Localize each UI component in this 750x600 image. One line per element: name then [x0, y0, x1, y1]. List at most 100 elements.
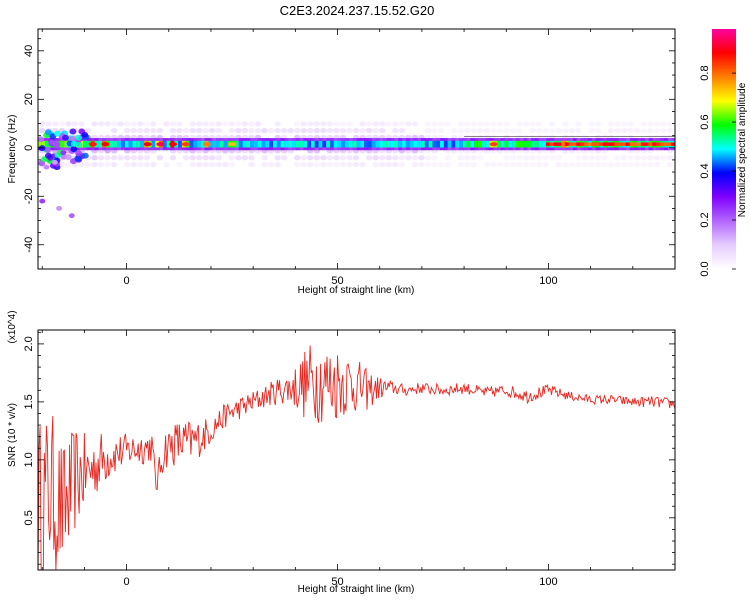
- spectrogram-halo-cell: [529, 121, 536, 127]
- x-tick-label: 100: [539, 275, 557, 287]
- spectrogram-halo-cell: [261, 161, 268, 168]
- spectrogram-halo-cell: [333, 127, 340, 134]
- spectrogram-halo-cell: [359, 161, 366, 168]
- spectrogram-halo-cell: [130, 155, 137, 161]
- spectrogram-halo-cell: [195, 121, 203, 127]
- spectrogram-halo-cell: [333, 155, 340, 161]
- spectrogram-halo-cell: [653, 121, 661, 127]
- spectrogram-halo-cell: [352, 127, 360, 134]
- spectrogram-halo-cell: [607, 161, 615, 168]
- spectrogram-halo-cell: [176, 161, 183, 168]
- spectrogram-halo-cell: [575, 155, 582, 161]
- spectrogram-band-inner: [352, 140, 358, 148]
- spectrogram-halo-cell: [372, 127, 379, 134]
- spectrogram-halo-cell: [241, 155, 249, 161]
- y-tick-label: 0: [23, 145, 35, 151]
- spectrogram-halo-cell: [457, 127, 464, 134]
- spectrogram-band-inner: [386, 140, 392, 148]
- spectrogram-halo-cell: [228, 161, 236, 168]
- spectrogram-band-inner: [417, 140, 423, 148]
- spectrogram-halo-cell: [372, 121, 379, 127]
- spectrogram-halo-cell: [97, 155, 105, 161]
- spectrogram-band-inner: [83, 140, 89, 148]
- spectrogram-band-inner: [394, 140, 400, 148]
- spectrogram-band-inner: [341, 140, 347, 148]
- spectrogram-band-inner: [364, 140, 370, 148]
- spectrogram-band-inner: [284, 140, 290, 148]
- spectrogram-band-core: [553, 142, 559, 146]
- spectrogram-halo-cell: [503, 127, 510, 134]
- spectrogram-halo-cell: [444, 121, 451, 127]
- spectrogram-band-inner: [523, 140, 529, 148]
- spectrogram-scatter-cell: [56, 205, 63, 211]
- snr-frame: [37, 329, 676, 571]
- spectrogram-band-core: [667, 142, 673, 146]
- spectrogram-halo-cell: [522, 121, 530, 127]
- spectrogram-halo-cell: [228, 155, 236, 161]
- spectrogram-halo-cell: [254, 121, 262, 127]
- spectrogram-halo-cell: [58, 161, 66, 168]
- spectrogram-halo-cell: [346, 121, 353, 127]
- spectrogram-band-inner: [459, 140, 465, 148]
- spectrogram-halo-cell: [195, 155, 203, 161]
- spectrogram-halo-cell: [169, 127, 177, 134]
- spectrogram-band-inner: [117, 140, 123, 148]
- spectrogram-band-core: [557, 142, 563, 146]
- snr-scale-label: (x10^4): [7, 310, 18, 343]
- snr-y-label: SNR (10 * v/v): [7, 403, 18, 467]
- spectrogram-halo-cell: [424, 155, 432, 161]
- spectrogram-halo-cell: [300, 121, 307, 127]
- spectrogram-halo-cell: [647, 127, 654, 134]
- spectrogram-halo-cell: [84, 127, 92, 134]
- spectrogram-halo-cell: [490, 121, 497, 127]
- spectrogram-halo-cell: [490, 127, 497, 134]
- spectrogram-halo-cell: [52, 121, 59, 127]
- spectrogram-band-inner: [436, 140, 442, 148]
- spectrogram-band-inner: [235, 140, 241, 148]
- spectrogram-halo-cell: [418, 155, 425, 161]
- spectrogram-halo-cell: [235, 127, 242, 134]
- spectrogram-band-inner: [276, 140, 282, 148]
- spectrogram-halo-cell: [365, 121, 373, 127]
- spectrogram-halo-cell: [294, 121, 301, 127]
- spectrogram-halo-cell: [614, 121, 621, 127]
- spectrogram-band-inner: [443, 140, 449, 148]
- spectrogram-band-inner: [98, 140, 104, 148]
- spectrogram-band-inner: [519, 140, 525, 148]
- spectrogram-early-cell: [44, 146, 52, 153]
- spectrogram-halo-cell: [529, 155, 536, 161]
- spectrogram-halo-cell: [398, 161, 406, 168]
- spectrogram-band-inner: [500, 140, 506, 148]
- spectrogram-halo-cell: [117, 155, 124, 161]
- spectrogram-halo-cell: [640, 127, 647, 134]
- spectrogram-band-inner: [223, 140, 229, 148]
- spectrogram-halo-cell: [509, 155, 517, 161]
- spectrogram-halo-cell: [137, 155, 144, 161]
- spectrogram-halo-cell: [634, 127, 641, 134]
- spectrogram-halo-cell: [431, 127, 438, 134]
- spectrogram-halo-cell: [666, 155, 674, 161]
- spectrogram-halo-cell: [379, 127, 386, 134]
- spectrogram-halo-cell: [588, 161, 595, 168]
- spectrogram-band-core: [587, 142, 593, 146]
- spectrogram-halo-cell: [320, 127, 327, 134]
- spectrogram-halo-cell: [274, 161, 281, 168]
- spectrogram-band-core: [595, 142, 601, 146]
- spectrogram-halo-cell: [156, 127, 164, 134]
- spectrogram-band-inner: [371, 140, 377, 148]
- spectrogram-band-inner: [132, 140, 138, 148]
- spectrogram-halo-cell: [509, 127, 517, 134]
- spectrogram-band-inner: [265, 140, 271, 148]
- spectrogram-band-inner: [261, 140, 267, 148]
- spectrogram-band-inner: [280, 140, 286, 148]
- spectrogram-band-core: [625, 142, 631, 146]
- spectrogram-band-core: [640, 142, 646, 146]
- spectrogram-band-inner: [303, 140, 309, 148]
- spectrogram-band-core: [568, 142, 574, 146]
- spectrogram-band-inner: [356, 140, 362, 148]
- spectrogram-band-core: [652, 142, 658, 146]
- spectrogram-halo-cell: [424, 161, 432, 168]
- spectrogram-band-inner: [295, 140, 301, 148]
- spectrogram-halo-cell: [398, 127, 406, 134]
- spectrogram-halo-cell: [326, 155, 334, 161]
